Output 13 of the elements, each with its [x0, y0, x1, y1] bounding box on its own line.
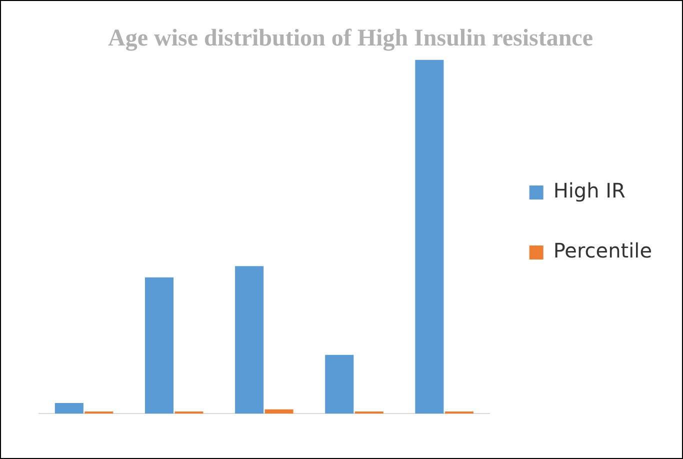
chart-title: Age wise distribution of High Insulin resistance — [108, 26, 594, 52]
bar — [174, 411, 204, 414]
bar — [264, 409, 294, 414]
bar — [415, 60, 444, 414]
bar — [325, 354, 354, 414]
bar — [54, 402, 84, 414]
legend-label: High IR — [553, 178, 626, 203]
bar — [144, 277, 174, 414]
bar — [235, 266, 264, 414]
bar — [354, 411, 384, 414]
bar — [444, 411, 474, 414]
legend-label: Percentile — [553, 238, 652, 263]
bar — [84, 411, 114, 414]
